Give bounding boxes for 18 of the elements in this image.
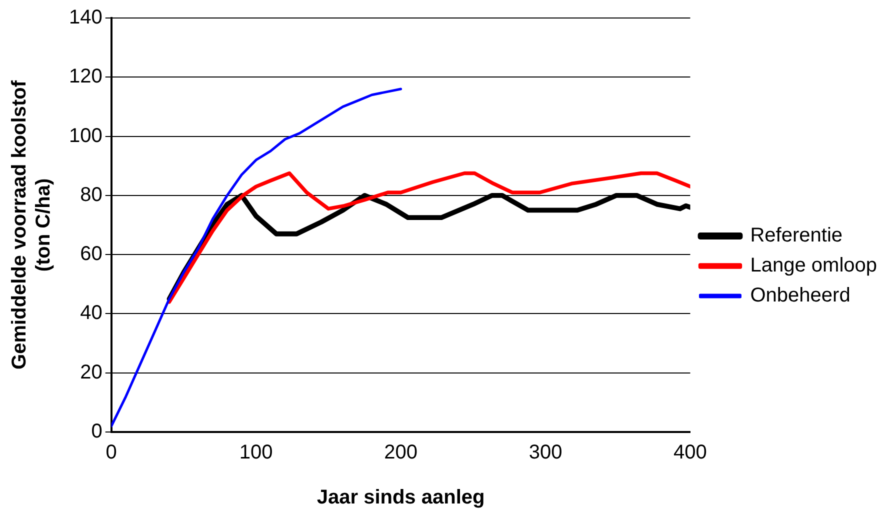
y-axis-title: Gemiddelde voorraad koolstof (ton C/ha) [8, 80, 55, 370]
y-tick-label: 100 [68, 124, 102, 147]
legend-label: Onbeheerd [750, 284, 850, 307]
x-tick-label: 400 [674, 442, 707, 464]
y-tick-label: 20 [80, 361, 102, 384]
y-tick-label: 0 [91, 420, 102, 443]
x-tick-label: 300 [528, 442, 562, 464]
x-axis-title: Jaar sinds aanleg [316, 486, 485, 509]
x-tick-label: 0 [106, 442, 117, 464]
y-tick-label: 60 [80, 243, 102, 266]
y-tick-label: 40 [80, 302, 102, 324]
y-tick-label: 80 [80, 184, 102, 206]
y-tick-label: 140 [68, 6, 102, 29]
legend-label: Referentie [750, 224, 843, 247]
legend-label: Lange omloop [750, 254, 878, 277]
y-tick-label: 120 [68, 66, 102, 88]
x-tick-label: 200 [384, 442, 418, 464]
x-tick-label: 100 [239, 442, 273, 464]
